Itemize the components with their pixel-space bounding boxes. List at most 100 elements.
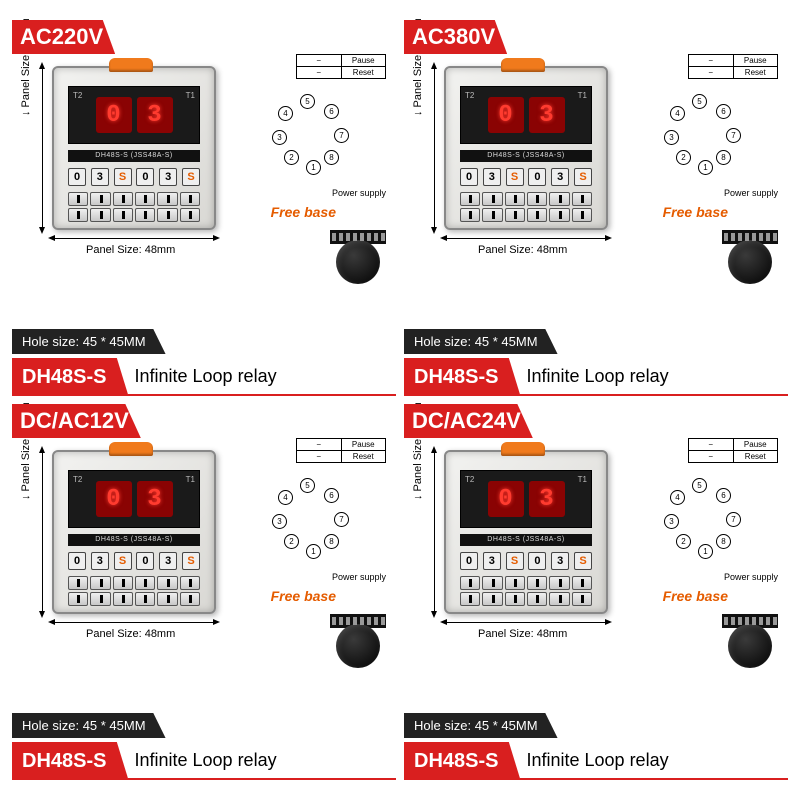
socket-base-image xyxy=(722,230,778,280)
dial-wheel: 0 xyxy=(136,552,154,570)
pin-2: 2 xyxy=(284,534,299,549)
toggle-switch xyxy=(482,208,502,222)
vertical-dimension-arrow xyxy=(42,66,43,230)
dial-wheel: S xyxy=(182,168,200,186)
toggle-switch xyxy=(135,192,155,206)
pin-2: 2 xyxy=(676,534,691,549)
toggle-switch xyxy=(113,192,133,206)
dial-wheel: S xyxy=(114,168,132,186)
toggle-switch xyxy=(505,592,525,606)
power-supply-label: Power supply xyxy=(724,188,778,198)
toggle-switch xyxy=(460,592,480,606)
toggle-switch xyxy=(527,576,547,590)
wiring-control-table: −Pause −Reset xyxy=(688,438,778,463)
power-supply-label: Power supply xyxy=(724,572,778,582)
panel-size-horizontal: Panel Size: 48mm xyxy=(86,244,175,256)
device-area: ↓ Panel Size: 48mm T2 T1 0 3 DH48S-S (JS… xyxy=(416,64,616,264)
toggle-switch xyxy=(549,208,569,222)
led-digit: 0 xyxy=(96,97,132,133)
bottom-bar: DH48S-S Infinite Loop relay xyxy=(12,358,396,396)
toggle-switch xyxy=(68,592,88,606)
toggle-switch xyxy=(157,576,177,590)
led-digit: 3 xyxy=(529,97,565,133)
relay-device: T2 T1 0 3 DH48S-S (JSS48A-S) 03S03S xyxy=(52,450,216,614)
pin-3: 3 xyxy=(664,130,679,145)
t1-label: T1 xyxy=(578,475,587,484)
socket-base-image xyxy=(330,614,386,664)
toggle-switch xyxy=(157,592,177,606)
toggle-switch xyxy=(157,192,177,206)
switch-row xyxy=(460,192,592,222)
horizontal-dimension-arrow xyxy=(52,238,216,239)
socket-base-image xyxy=(330,230,386,280)
dial-wheel: 0 xyxy=(460,552,478,570)
pin-6: 6 xyxy=(324,488,339,503)
relay-device: T2 T1 0 3 DH48S-S (JSS48A-S) 03S03S xyxy=(444,66,608,230)
toggle-switch xyxy=(505,576,525,590)
wiring-diagram: −Pause −Reset 12345678 Power supply xyxy=(244,438,390,588)
reset-label: Reset xyxy=(734,451,778,462)
pin-7: 7 xyxy=(334,512,349,527)
pin-1: 1 xyxy=(698,160,713,175)
toggle-switch xyxy=(180,592,200,606)
panel-size-horizontal: Panel Size: 48mm xyxy=(86,628,175,640)
dial-wheel: S xyxy=(506,168,524,186)
toggle-switch xyxy=(180,192,200,206)
pin-3: 3 xyxy=(272,514,287,529)
led-digit: 3 xyxy=(529,481,565,517)
pin-7: 7 xyxy=(726,512,741,527)
t2-label: T2 xyxy=(73,475,82,484)
dial-wheel: 3 xyxy=(551,552,569,570)
reset-label: Reset xyxy=(734,67,778,78)
t2-label: T2 xyxy=(73,91,82,100)
led-digit: 0 xyxy=(488,97,524,133)
toggle-switch xyxy=(180,576,200,590)
toggle-switch xyxy=(113,208,133,222)
dial-row: 03S03S xyxy=(68,552,200,570)
dial-wheel: 0 xyxy=(68,552,86,570)
voltage-tag: DC/AC12V xyxy=(12,404,141,438)
toggle-switch xyxy=(157,208,177,222)
hole-size-tag: Hole size: 45 * 45MM xyxy=(404,329,558,354)
dial-wheel: S xyxy=(574,168,592,186)
toggle-switch xyxy=(460,208,480,222)
toggle-switch xyxy=(135,576,155,590)
pin-circle: 12345678 xyxy=(266,476,362,566)
led-digit: 3 xyxy=(137,481,173,517)
pin-4: 4 xyxy=(278,106,293,121)
horizontal-dimension-arrow xyxy=(444,622,608,623)
pause-label: Pause xyxy=(734,439,778,450)
pin-3: 3 xyxy=(664,514,679,529)
horizontal-dimension-arrow xyxy=(52,622,216,623)
reset-label: Reset xyxy=(342,451,386,462)
led-display: T2 T1 0 3 xyxy=(68,86,200,144)
pin-8: 8 xyxy=(716,150,731,165)
toggle-switch xyxy=(113,576,133,590)
switch-row xyxy=(68,192,200,222)
panel-size-horizontal: Panel Size: 48mm xyxy=(478,244,567,256)
toggle-switch xyxy=(90,192,110,206)
t2-label: T2 xyxy=(465,475,474,484)
bottom-bar: DH48S-S Infinite Loop relay xyxy=(12,742,396,780)
dial-wheel: 3 xyxy=(483,168,501,186)
pin-circle: 12345678 xyxy=(266,92,362,182)
t1-label: T1 xyxy=(186,475,195,484)
bottom-bar: DH48S-S Infinite Loop relay xyxy=(404,358,788,396)
toggle-switch xyxy=(90,592,110,606)
switch-row xyxy=(68,576,200,606)
toggle-switch xyxy=(482,592,502,606)
horizontal-dimension-arrow xyxy=(444,238,608,239)
vertical-dimension-arrow xyxy=(42,450,43,614)
device-model-label: DH48S-S (JSS48A-S) xyxy=(460,534,592,546)
voltage-tag: AC220V xyxy=(12,20,115,54)
product-card: AC380V ↓ Panel Size: 48mm T2 T1 0 3 DH48… xyxy=(404,20,788,396)
toggle-switch xyxy=(572,208,592,222)
product-description: Infinite Loop relay xyxy=(520,742,788,780)
led-display: T2 T1 0 3 xyxy=(68,470,200,528)
wiring-control-table: −Pause −Reset xyxy=(296,54,386,79)
device-model-label: DH48S-S (JSS48A-S) xyxy=(68,534,200,546)
pin-8: 8 xyxy=(324,150,339,165)
toggle-switch xyxy=(549,592,569,606)
pin-2: 2 xyxy=(676,150,691,165)
pin-4: 4 xyxy=(278,490,293,505)
